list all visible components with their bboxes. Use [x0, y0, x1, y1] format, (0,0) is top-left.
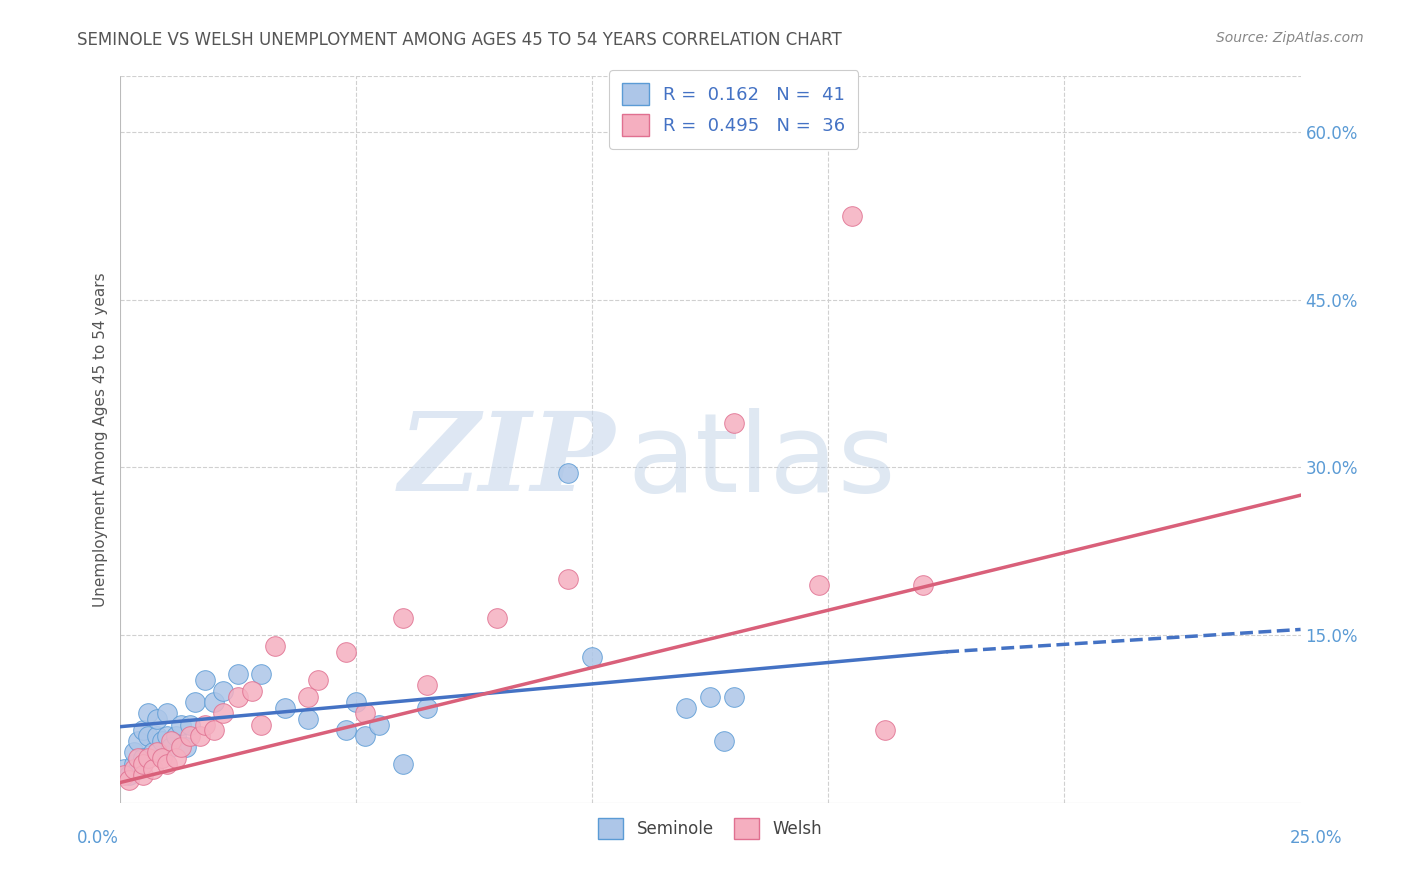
- Point: [873, 723, 896, 737]
- Point: [132, 756, 155, 771]
- Point: [112, 762, 135, 776]
- Point: [212, 684, 235, 698]
- Point: [127, 734, 149, 748]
- Text: atlas: atlas: [627, 408, 896, 515]
- Point: [165, 751, 187, 765]
- Y-axis label: Unemployment Among Ages 45 to 54 years: Unemployment Among Ages 45 to 54 years: [93, 272, 108, 607]
- Point: [713, 734, 735, 748]
- Point: [723, 416, 745, 430]
- Point: [335, 645, 357, 659]
- Point: [132, 723, 155, 737]
- Point: [307, 673, 329, 687]
- Point: [250, 667, 273, 681]
- Point: [146, 746, 169, 760]
- Point: [118, 768, 141, 782]
- Point: [226, 690, 249, 704]
- Point: [723, 690, 745, 704]
- Point: [581, 650, 603, 665]
- Point: [392, 611, 415, 625]
- Point: [170, 717, 193, 731]
- Point: [160, 739, 183, 754]
- Point: [344, 695, 367, 709]
- Point: [841, 209, 863, 223]
- Point: [240, 684, 263, 698]
- Text: Source: ZipAtlas.com: Source: ZipAtlas.com: [1216, 31, 1364, 45]
- Point: [368, 717, 391, 731]
- Point: [297, 712, 319, 726]
- Point: [150, 751, 173, 765]
- Point: [193, 673, 215, 687]
- Point: [415, 700, 437, 714]
- Point: [202, 695, 225, 709]
- Text: SEMINOLE VS WELSH UNEMPLOYMENT AMONG AGES 45 TO 54 YEARS CORRELATION CHART: SEMINOLE VS WELSH UNEMPLOYMENT AMONG AGE…: [77, 31, 842, 49]
- Point: [142, 762, 165, 776]
- Point: [335, 723, 357, 737]
- Point: [557, 572, 579, 586]
- Point: [486, 611, 509, 625]
- Point: [226, 667, 249, 681]
- Point: [150, 734, 173, 748]
- Point: [184, 695, 207, 709]
- Point: [156, 729, 179, 743]
- Point: [136, 729, 159, 743]
- Point: [392, 756, 415, 771]
- Point: [142, 746, 165, 760]
- Point: [160, 734, 183, 748]
- Point: [174, 739, 197, 754]
- Point: [557, 466, 579, 480]
- Point: [179, 717, 201, 731]
- Point: [112, 768, 135, 782]
- Point: [146, 729, 169, 743]
- Point: [675, 700, 697, 714]
- Point: [156, 706, 179, 721]
- Point: [354, 706, 377, 721]
- Point: [274, 700, 297, 714]
- Point: [136, 706, 159, 721]
- Point: [415, 678, 437, 692]
- Point: [807, 578, 830, 592]
- Point: [118, 773, 141, 788]
- Point: [911, 578, 934, 592]
- Point: [127, 762, 149, 776]
- Point: [193, 717, 215, 731]
- Text: ZIP: ZIP: [399, 408, 616, 515]
- Text: 0.0%: 0.0%: [77, 830, 120, 847]
- Point: [179, 729, 201, 743]
- Point: [146, 712, 169, 726]
- Point: [136, 751, 159, 765]
- Point: [165, 729, 187, 743]
- Point: [122, 762, 145, 776]
- Point: [297, 690, 319, 704]
- Legend: Seminole, Welsh: Seminole, Welsh: [592, 812, 828, 846]
- Point: [122, 756, 145, 771]
- Point: [212, 706, 235, 721]
- Point: [354, 729, 377, 743]
- Point: [264, 639, 287, 653]
- Point: [122, 746, 145, 760]
- Point: [156, 756, 179, 771]
- Point: [699, 690, 721, 704]
- Point: [132, 751, 155, 765]
- Text: 25.0%: 25.0%: [1291, 830, 1343, 847]
- Point: [202, 723, 225, 737]
- Point: [170, 739, 193, 754]
- Point: [250, 717, 273, 731]
- Point: [188, 729, 211, 743]
- Point: [127, 751, 149, 765]
- Point: [132, 768, 155, 782]
